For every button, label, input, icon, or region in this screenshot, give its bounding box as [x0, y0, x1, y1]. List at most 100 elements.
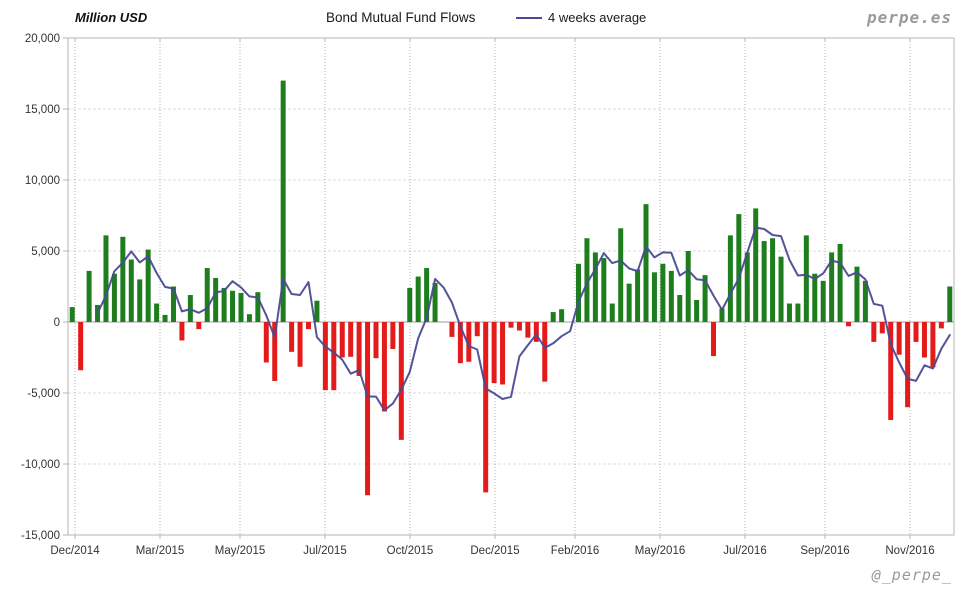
- y-tick-label: -5,000: [27, 388, 60, 400]
- outflow-bar: [339, 322, 345, 358]
- inflow-bar: [643, 204, 649, 322]
- x-tick-label: May/2016: [635, 545, 686, 557]
- plot-frame: [63, 37, 955, 539]
- inflow-bar: [120, 236, 126, 322]
- inflow-bar: [744, 252, 750, 322]
- inflow-bar: [626, 283, 632, 322]
- outflow-bar: [457, 322, 463, 364]
- y-tick-label: 5,000: [31, 246, 60, 258]
- outflow-bar: [516, 322, 522, 331]
- inflow-bar: [230, 290, 236, 322]
- outflow-bar: [483, 322, 489, 493]
- x-tick-label: Dec/2015: [470, 545, 519, 557]
- inflow-bar: [69, 307, 75, 322]
- outflow-bar: [938, 322, 944, 329]
- inflow-bar: [154, 303, 160, 322]
- inflow-bar: [719, 308, 725, 322]
- inflow-bar: [432, 282, 438, 322]
- inflow-bar: [753, 208, 759, 322]
- inflow-bar: [415, 276, 421, 322]
- outflow-bar: [390, 322, 396, 349]
- y-tick-label: -10,000: [21, 459, 60, 471]
- inflow-bar: [702, 275, 708, 322]
- x-tick-label: Jul/2016: [723, 545, 766, 557]
- four-week-average-path: [96, 226, 951, 412]
- outflow-bar: [272, 322, 278, 381]
- outflow-bar: [474, 322, 480, 337]
- outflow-bar: [297, 322, 303, 367]
- inflow-bar: [635, 269, 641, 322]
- axis-tick-labels: -15,000 -10,000 -5,000 0 5,000 10,000 15,000 20…: [21, 33, 935, 557]
- inflow-bar: [314, 300, 320, 322]
- outflow-bar: [466, 322, 472, 362]
- inflow-bar: [770, 238, 776, 322]
- inflow-bar: [820, 280, 826, 322]
- outflow-bar: [78, 322, 84, 371]
- inflow-bar: [170, 286, 176, 322]
- inflow-bar: [162, 314, 168, 322]
- inflow-bar: [103, 235, 109, 322]
- outflow-bar: [398, 322, 404, 440]
- outflow-bar: [500, 322, 506, 385]
- x-tick-label: Feb/2016: [551, 545, 600, 557]
- outflow-bar: [322, 322, 328, 391]
- legend-label: 4 weeks average: [548, 10, 647, 25]
- inflow-bar: [795, 303, 801, 322]
- outflow-bar: [846, 322, 852, 327]
- inflow-bar: [584, 238, 590, 322]
- y-tick-label: 15,000: [25, 104, 60, 116]
- y-tick-label: -15,000: [21, 530, 60, 542]
- outflow-bar: [449, 322, 455, 337]
- inflow-bar: [550, 312, 556, 322]
- outflow-bar: [491, 322, 497, 384]
- inflow-bar: [204, 268, 210, 322]
- x-tick-label: Nov/2016: [885, 545, 934, 557]
- four-week-average-line: [96, 226, 951, 412]
- watermark-site: perpe.es: [866, 8, 952, 27]
- x-tick-label: Jul/2015: [303, 545, 346, 557]
- outflow-bar: [930, 322, 936, 368]
- y-tick-label: 20,000: [25, 33, 60, 45]
- outflow-bar: [356, 322, 362, 376]
- inflow-bar: [829, 252, 835, 322]
- outflow-bar: [263, 322, 269, 363]
- outflow-bar: [871, 322, 877, 342]
- outflow-bar: [711, 322, 717, 357]
- inflow-bar: [86, 270, 92, 322]
- inflow-bar: [246, 314, 252, 322]
- inflow-bar: [592, 252, 598, 322]
- outflow-bar: [373, 322, 379, 359]
- inflow-bar: [685, 251, 691, 322]
- inflow-bar: [668, 270, 674, 322]
- inflow-bar: [694, 299, 700, 322]
- outflow-bar: [508, 322, 514, 328]
- outflow-bar: [888, 322, 894, 420]
- outflow-bar: [896, 322, 902, 355]
- inflow-bar: [854, 266, 860, 322]
- inflow-bar: [255, 292, 261, 322]
- inflow-bar: [618, 228, 624, 322]
- outflow-bar: [533, 322, 539, 342]
- inflow-bar: [947, 286, 953, 322]
- y-tick-label: 0: [54, 317, 60, 329]
- x-tick-label: May/2015: [215, 545, 266, 557]
- y-tick-label: 10,000: [25, 175, 60, 187]
- outflow-bar: [179, 322, 185, 341]
- watermark-twitter-handle: @_perpe_: [871, 566, 952, 584]
- inflow-bar: [280, 80, 286, 322]
- inflow-bar: [128, 259, 134, 322]
- inflow-bar: [862, 280, 868, 322]
- outflow-bar: [542, 322, 548, 382]
- inflow-bar: [803, 235, 809, 322]
- inflow-bar: [651, 272, 657, 322]
- outflow-bar: [913, 322, 919, 342]
- outflow-bar: [365, 322, 371, 496]
- outflow-bar: [921, 322, 927, 358]
- inflow-bar: [660, 263, 666, 322]
- outflow-bar: [879, 322, 885, 334]
- inflow-bar: [609, 303, 615, 322]
- outflow-bar: [305, 322, 311, 330]
- y-axis-unit-label: Million USD: [75, 10, 148, 25]
